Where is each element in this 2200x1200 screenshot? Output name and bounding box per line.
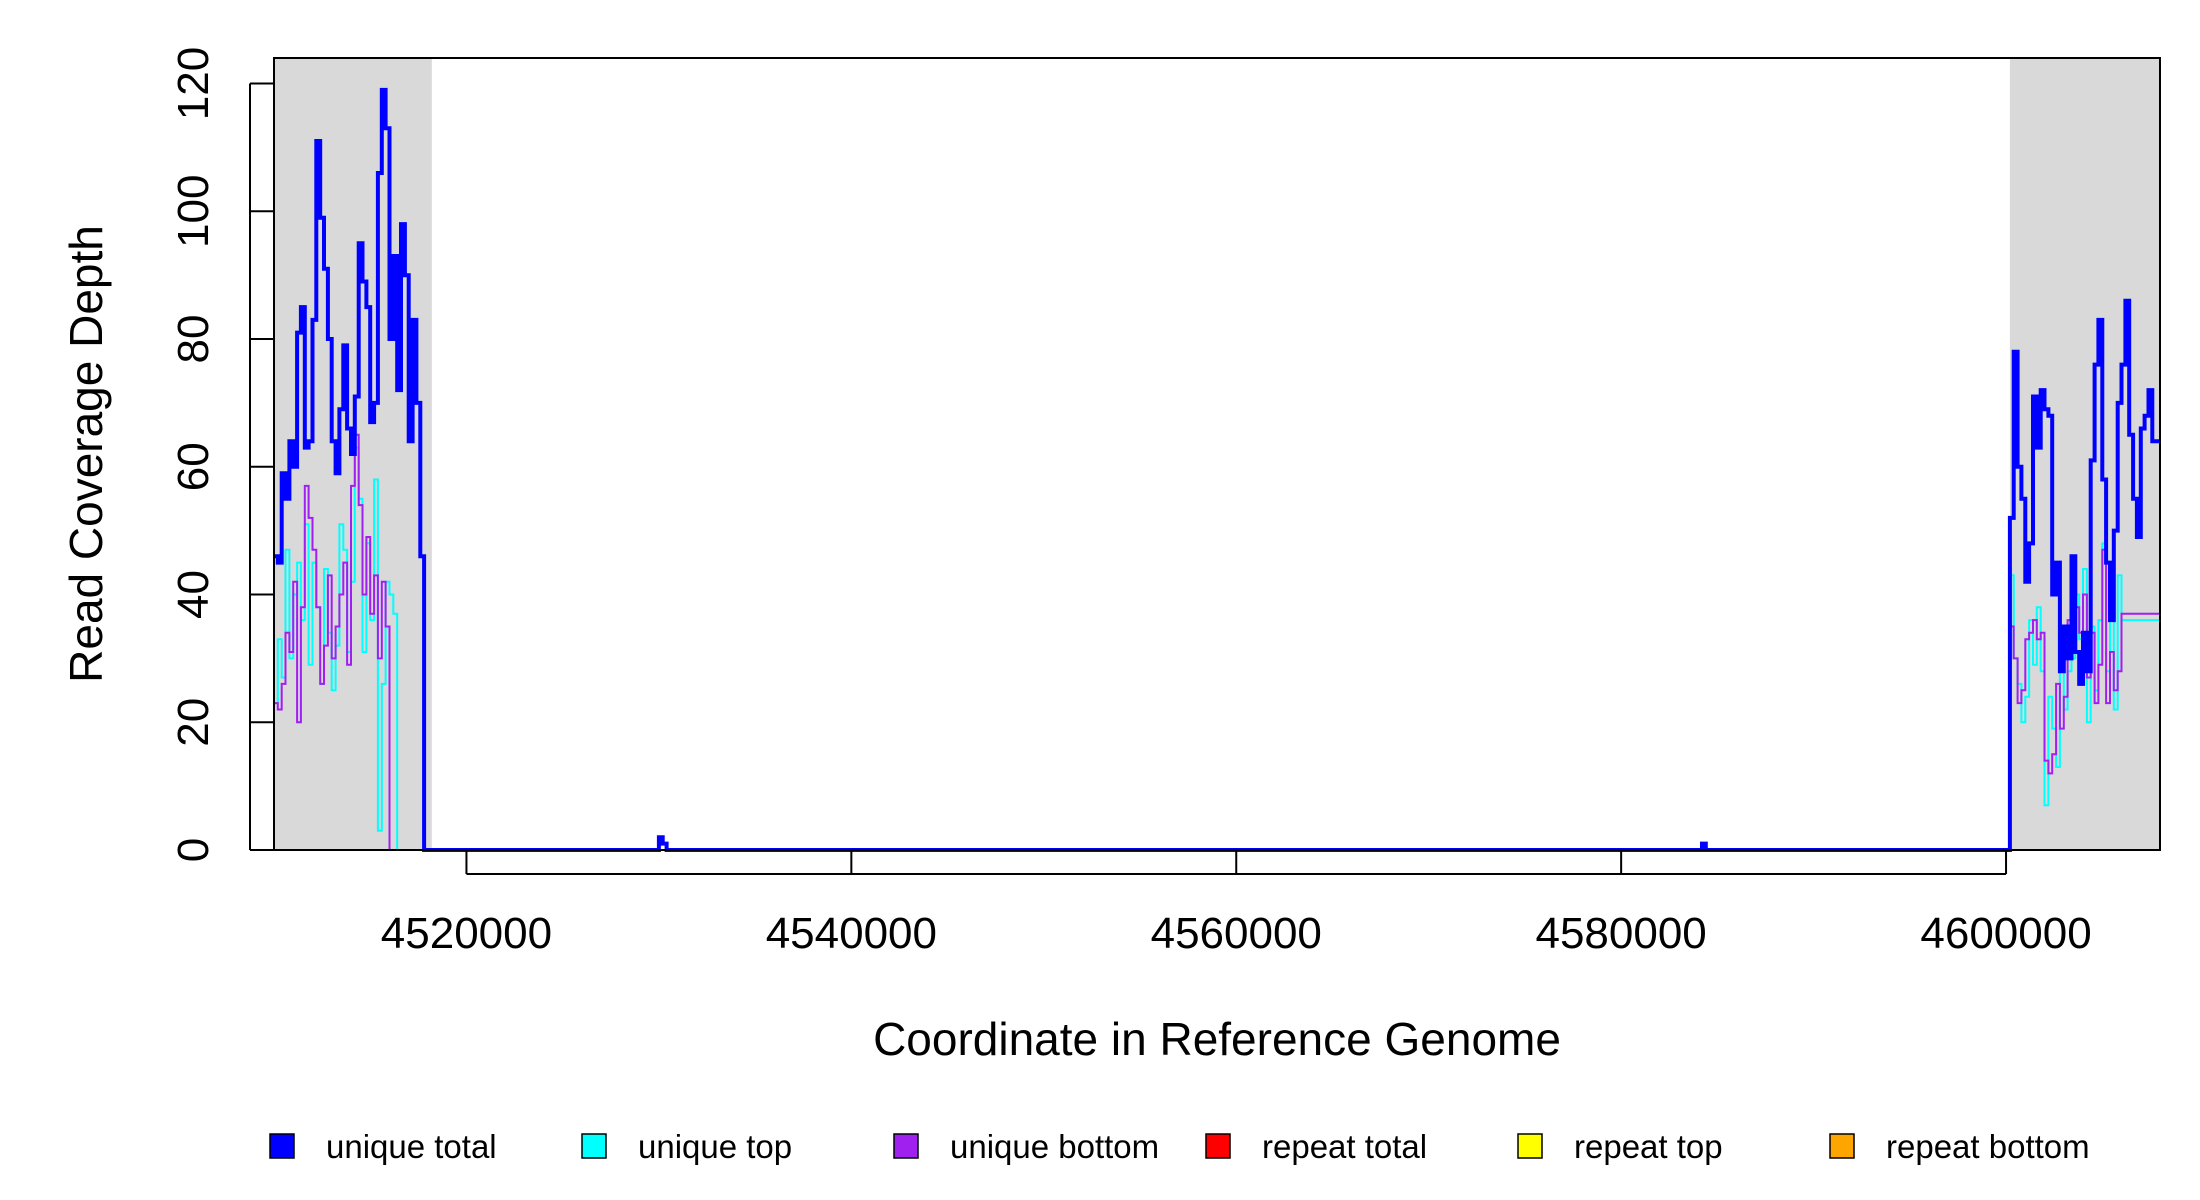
legend-item-repeat-top: repeat top (1517, 1128, 1723, 1165)
x-tick-label: 4520000 (381, 909, 552, 958)
series-line-unique-top (274, 446, 2160, 851)
legend-swatch (893, 1133, 919, 1159)
x-tick-label: 4600000 (1920, 909, 2091, 958)
y-tick-label: 120 (169, 47, 218, 120)
legend-label: unique bottom (950, 1128, 1159, 1165)
series-line-unique-total (274, 87, 2160, 852)
legend-label: repeat total (1262, 1128, 1427, 1165)
legend-label: unique total (326, 1128, 497, 1165)
y-tick-label: 40 (169, 570, 218, 619)
legend-label: repeat bottom (1886, 1128, 2090, 1165)
y-tick-label: 20 (169, 698, 218, 747)
legend-swatch (1205, 1133, 1231, 1159)
legend-item-repeat-total: repeat total (1205, 1128, 1427, 1165)
y-tick-label: 60 (169, 442, 218, 491)
y-tick-label: 0 (169, 838, 218, 862)
legend-swatch (1517, 1133, 1543, 1159)
x-tick-label: 4580000 (1535, 909, 1706, 958)
x-tick-label: 4540000 (766, 909, 937, 958)
y-axis-title: Read Coverage Depth (60, 225, 112, 683)
shaded-regions (274, 58, 2160, 850)
legend-label: repeat top (1574, 1128, 1723, 1165)
x-axis-title: Coordinate in Reference Genome (873, 1013, 1561, 1065)
plot-frame (273, 57, 2161, 851)
series-lines (274, 87, 2160, 852)
legend-item-unique-bottom: unique bottom (893, 1128, 1159, 1165)
x-tick-label: 4560000 (1151, 909, 1322, 958)
series-line-unique-bottom (274, 433, 2160, 851)
legend-swatch (581, 1133, 607, 1159)
legend-label: unique top (638, 1128, 792, 1165)
legend-swatch (269, 1133, 295, 1159)
y-axis: 0 20 40 60 80 100 120 (169, 47, 274, 862)
legend: unique total unique top unique bottom repea… (269, 1128, 2090, 1165)
legend-item-unique-top: unique top (581, 1128, 792, 1165)
y-tick-label: 100 (169, 175, 218, 248)
legend-item-repeat-bottom: repeat bottom (1829, 1128, 2090, 1165)
y-tick-label: 80 (169, 315, 218, 364)
legend-item-unique-total: unique total (269, 1128, 497, 1165)
x-axis: 4520000 4540000 4560000 4580000 4600000 (381, 850, 2092, 958)
legend-swatch (1829, 1133, 1855, 1159)
